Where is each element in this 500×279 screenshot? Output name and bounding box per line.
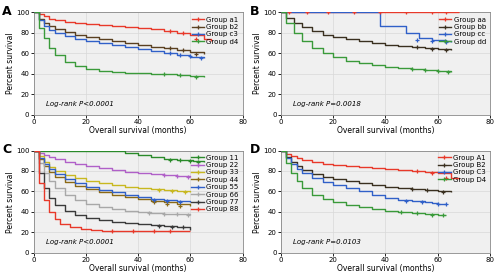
- Text: A: A: [2, 5, 12, 18]
- Y-axis label: Percent survival: Percent survival: [253, 33, 262, 94]
- Text: D: D: [250, 143, 260, 156]
- Text: C: C: [2, 143, 12, 156]
- Text: Log-rank P<0.0001: Log-rank P<0.0001: [46, 101, 114, 107]
- X-axis label: Overall survival (months): Overall survival (months): [90, 126, 187, 135]
- Y-axis label: Percent survival: Percent survival: [6, 33, 15, 94]
- Legend: Group A1, Group B2, Group C3, Group D4: Group A1, Group B2, Group C3, Group D4: [438, 154, 486, 184]
- Legend: Group aa, Group bb, Group cc, Group dd: Group aa, Group bb, Group cc, Group dd: [438, 16, 486, 45]
- Text: Log-rank P=0.0018: Log-rank P=0.0018: [294, 101, 362, 107]
- X-axis label: Overall survival (months): Overall survival (months): [336, 126, 434, 135]
- X-axis label: Overall survival (months): Overall survival (months): [90, 264, 187, 273]
- Text: Log-rank P<0.0001: Log-rank P<0.0001: [46, 239, 114, 245]
- Legend: Group 11, Group 22, Group 33, Group 44, Group 55, Group 66, Group 77, Group 88: Group 11, Group 22, Group 33, Group 44, …: [191, 154, 240, 213]
- Y-axis label: Percent survival: Percent survival: [253, 171, 262, 232]
- Text: B: B: [250, 5, 259, 18]
- Legend: Group a1, Group b2, Group c3, Group d4: Group a1, Group b2, Group c3, Group d4: [191, 16, 240, 45]
- Text: Log-rank P=0.0103: Log-rank P=0.0103: [294, 239, 362, 245]
- Y-axis label: Percent survival: Percent survival: [6, 171, 15, 232]
- X-axis label: Overall survival (months): Overall survival (months): [336, 264, 434, 273]
